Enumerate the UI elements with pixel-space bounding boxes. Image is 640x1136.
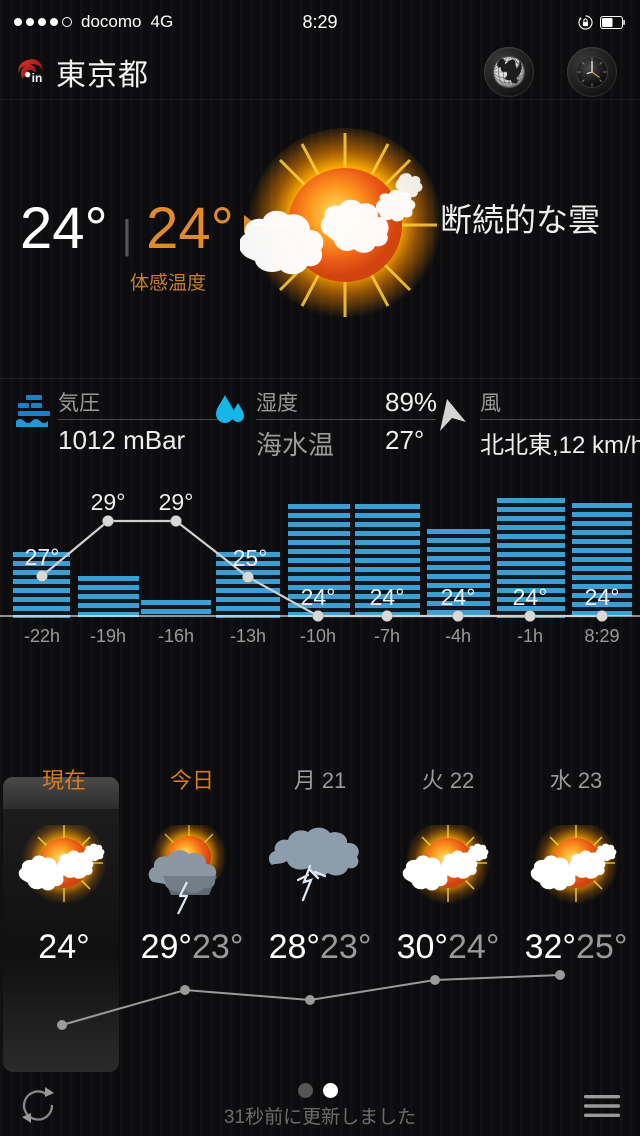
svg-text:in: in xyxy=(32,70,43,84)
